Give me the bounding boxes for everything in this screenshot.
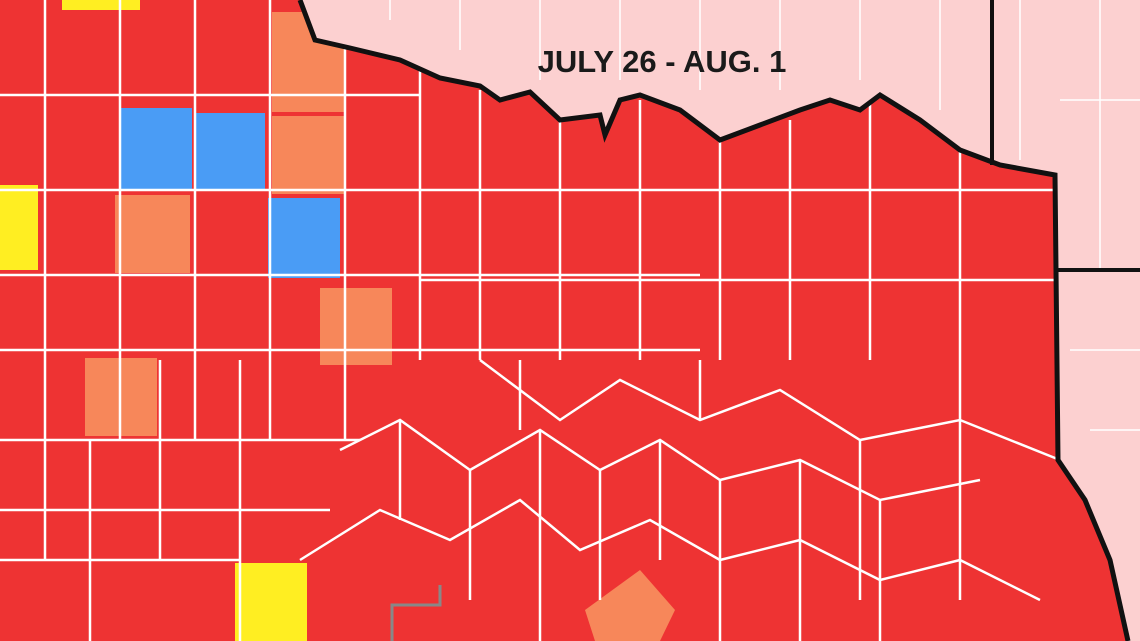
neighbor-state [300, 0, 1140, 641]
outline [390, 585, 442, 641]
county-yellow [62, 0, 140, 10]
state-border [297, 0, 1131, 641]
county-orange [115, 195, 190, 273]
map-title: JULY 26 - AUG. 1 [538, 44, 787, 79]
neighbor-county-lines [389, 0, 1140, 431]
county-orange [585, 570, 675, 641]
state-border [990, 0, 1140, 272]
county-yellow [235, 563, 307, 641]
county-yellow [0, 185, 38, 270]
county-lines [0, 0, 1061, 641]
county-orange [320, 288, 392, 365]
county-blue [120, 108, 192, 190]
county-blue [268, 198, 340, 278]
county-blue [195, 113, 265, 190]
county-orange [272, 116, 344, 194]
